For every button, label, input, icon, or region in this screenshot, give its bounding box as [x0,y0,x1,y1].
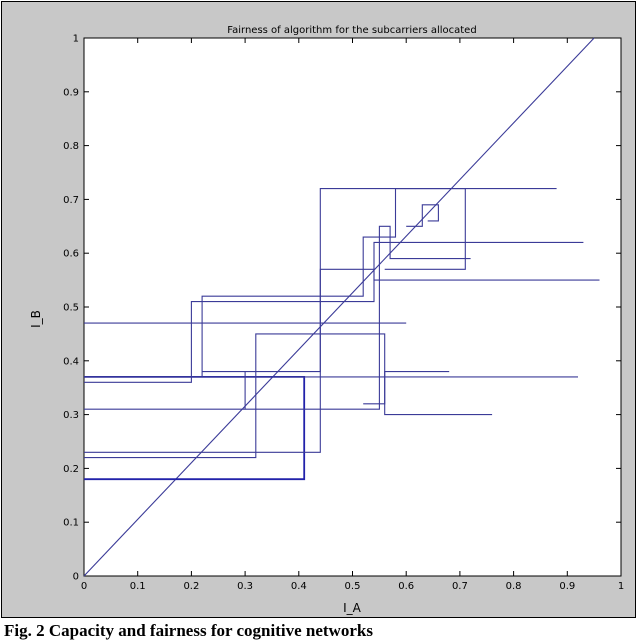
x-tick-label: 0.7 [452,581,468,592]
x-tick-label: 0.9 [559,581,575,592]
axes [83,37,622,577]
x-tick-label: 0.2 [183,581,199,592]
x-tick-label: 1 [618,581,624,592]
y-axis-label: I_B [29,310,43,328]
x-tick-label: 0.1 [130,581,146,592]
y-tick-label: 0.4 [63,356,79,367]
data-series [83,37,600,577]
series-line [202,188,557,373]
x-axis-label: I_A [343,601,362,615]
series-line [406,204,439,227]
x-tick-label: 0.3 [237,581,253,592]
y-tick-label: 0 [73,572,79,583]
y-tick-label: 0.6 [63,249,79,260]
x-tick-label: 0.4 [291,581,307,592]
y-tick-label: 0.1 [63,518,79,529]
series-line [84,268,600,453]
y-tick-label: 0.2 [63,464,79,475]
series-line [84,225,471,410]
y-tick-label: 0.5 [63,303,79,314]
ticks: 0 0.1 0.2 0.3 0.4 0.5 0.6 0.7 0.8 0.9 1 0 0.1 0.2 0.3 0… [63,34,624,593]
plot-area [83,37,622,577]
y-tick-label: 0.9 [63,87,79,98]
series-line [363,371,450,405]
y-tick-label: 0.8 [63,141,79,152]
x-tick-label: 0.5 [345,581,361,592]
y-tick-label: 0.3 [63,410,79,421]
series-line [84,188,466,378]
series-line [83,37,595,577]
x-tick-label: 0.6 [398,581,414,592]
series-line [84,241,584,383]
figure-caption: Fig. 2 Capacity and fairness for cogniti… [4,621,373,640]
chart: 0 0.1 0.2 0.3 0.4 0.5 0.6 0.7 0.8 0.9 1 0 0.1 0.2 0.3 0… [29,25,624,615]
chart-title: Fairness of algorithm for the subcarrier… [227,25,476,36]
x-tick-label: 0 [81,581,87,592]
x-tick-label: 0.8 [506,581,522,592]
y-tick-label: 0.7 [63,195,79,206]
y-tick-label: 1 [73,34,79,45]
